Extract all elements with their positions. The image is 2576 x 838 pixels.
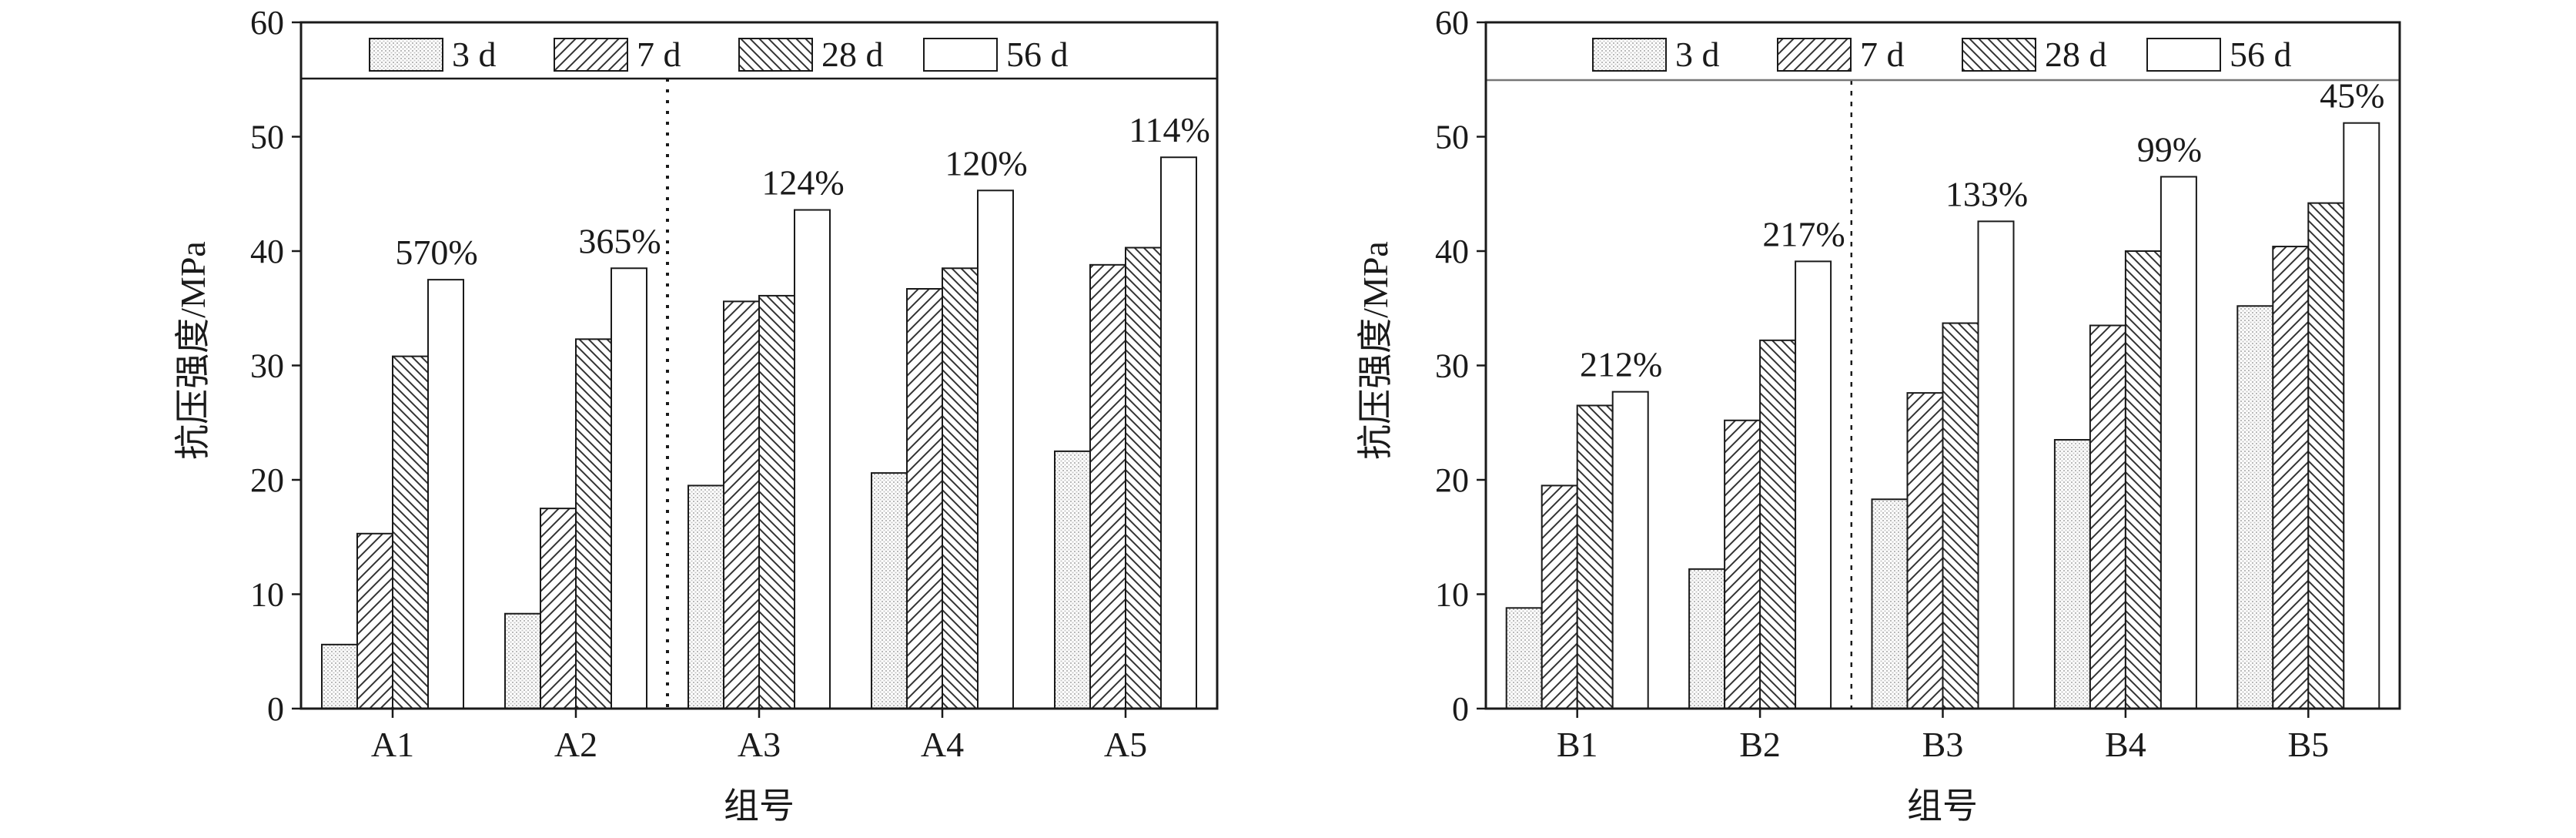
bar-a2-3d — [504, 612, 541, 709]
y-tick-label: 10 — [1435, 576, 1469, 614]
legend-label: 56 d — [2230, 35, 2292, 74]
growth-annotation: 217% — [1762, 214, 1845, 253]
x-tick-label: B3 — [1922, 725, 1964, 764]
y-tick-label: 0 — [267, 690, 284, 728]
bar-b2-7d — [1724, 419, 1761, 710]
chart-panel-a: 抗压强度/MPa 组号 0 10 20 30 40 50 60 A1 570% A2 365% A3 1… — [173, 4, 1219, 826]
bar-a2-7d — [540, 508, 577, 709]
bar-a1-56d — [427, 279, 464, 709]
bar-b1-3d — [1505, 607, 1543, 709]
bar-a3-3d — [687, 484, 724, 709]
growth-annotation: 120% — [945, 143, 1027, 183]
legend-swatch — [2146, 38, 2221, 72]
bar-b4-56d — [2159, 176, 2197, 710]
bar-a5-3d — [1054, 450, 1091, 709]
legend-label: 28 d — [2045, 35, 2107, 74]
growth-annotation: 133% — [1945, 174, 2028, 213]
growth-annotation: 365% — [578, 221, 661, 260]
legend-swatch — [1777, 38, 1852, 72]
y-axis-label: 抗压强度/MPa — [173, 241, 212, 460]
y-tick-label: 0 — [1452, 690, 1469, 728]
growth-annotation: 212% — [1580, 345, 1662, 384]
bar-b5-7d — [2272, 246, 2310, 709]
x-tick-label: B4 — [2105, 725, 2146, 764]
legend-label: 3 d — [452, 35, 497, 74]
x-tick-label: A1 — [371, 725, 414, 764]
plot-frame — [299, 21, 1219, 710]
legend-swatch — [1592, 38, 1667, 72]
bar-b2-56d — [1795, 260, 1832, 709]
x-tick-label: A4 — [921, 725, 964, 764]
plot-frame — [1484, 21, 2401, 710]
bar-b1-28d — [1576, 404, 1614, 709]
bar-a4-56d — [977, 189, 1014, 710]
bar-b3-3d — [1871, 498, 1909, 709]
x-tick-label: A3 — [738, 725, 781, 764]
bar-b5-56d — [2343, 122, 2380, 709]
bar-b1-56d — [1611, 391, 1649, 709]
bar-b1-7d — [1541, 484, 1578, 709]
bar-a5-28d — [1125, 246, 1162, 710]
x-axis-label: 组号 — [724, 786, 795, 826]
x-tick-label: B2 — [1739, 725, 1781, 764]
bar-b2-3d — [1688, 568, 1726, 710]
y-tick-label: 50 — [1435, 119, 1469, 156]
bar-b2-28d — [1759, 339, 1797, 709]
y-tick-label: 20 — [1435, 461, 1469, 499]
y-tick-label: 60 — [250, 4, 284, 42]
bar-a4-28d — [942, 267, 979, 709]
bar-a1-3d — [321, 643, 358, 710]
y-tick-label: 30 — [1435, 347, 1469, 385]
bar-a3-28d — [758, 294, 795, 710]
bar-a3-56d — [794, 209, 831, 710]
bar-b5-28d — [2307, 202, 2345, 709]
y-tick-label: 40 — [1435, 233, 1469, 270]
y-axis-label: 抗压强度/MPa — [1356, 241, 1395, 460]
x-tick-label: A5 — [1104, 725, 1147, 764]
legend-label: 7 d — [1860, 35, 1905, 74]
bar-a1-7d — [356, 532, 393, 709]
bar-a4-7d — [906, 288, 943, 709]
bar-b4-28d — [2124, 250, 2162, 709]
bar-a2-28d — [575, 338, 612, 709]
y-tick-label: 40 — [250, 233, 284, 270]
bar-b3-28d — [1942, 322, 1979, 709]
x-tick-label: B5 — [2287, 725, 2329, 764]
growth-annotation: 124% — [761, 163, 844, 203]
growth-annotation: 99% — [2137, 129, 2202, 169]
y-tick-label: 60 — [1435, 4, 1469, 42]
bar-a4-3d — [871, 472, 908, 710]
y-tick-label: 30 — [250, 347, 284, 385]
growth-annotation: 45% — [2320, 76, 2384, 116]
bar-b5-3d — [2236, 305, 2274, 709]
growth-annotation: 114% — [1129, 110, 1210, 149]
legend-label: 3 d — [1675, 35, 1720, 74]
bar-a5-7d — [1089, 263, 1126, 709]
y-tick-label: 20 — [250, 461, 284, 499]
y-tick-label: 10 — [250, 576, 284, 614]
bar-b3-56d — [1977, 220, 2015, 709]
growth-annotation: 570% — [395, 233, 477, 272]
bar-a1-28d — [392, 355, 429, 709]
x-tick-label: A2 — [554, 725, 597, 764]
legend-label: 28 d — [821, 35, 884, 74]
legend-swatch — [369, 38, 443, 72]
chart-panel-b: 抗压强度/MPa 组号 0 10 20 30 40 50 60 B1 212% B2 217% B3 1… — [1356, 4, 2401, 826]
legend-swatch — [554, 38, 628, 72]
bar-b3-7d — [1906, 392, 1944, 709]
x-tick-label: B1 — [1557, 725, 1598, 764]
x-axis-label: 组号 — [1907, 786, 1978, 826]
y-tick-label: 50 — [250, 119, 284, 156]
legend-swatch — [923, 38, 998, 72]
legend-label: 7 d — [637, 35, 681, 74]
bar-b4-3d — [2053, 439, 2091, 710]
legend-label: 56 d — [1006, 35, 1069, 74]
bar-a5-56d — [1160, 156, 1197, 710]
bar-a3-7d — [723, 300, 760, 709]
bar-b4-7d — [2089, 324, 2126, 709]
legend-swatch — [1962, 38, 2036, 72]
legend-swatch — [738, 38, 813, 72]
bar-a2-56d — [611, 267, 647, 709]
